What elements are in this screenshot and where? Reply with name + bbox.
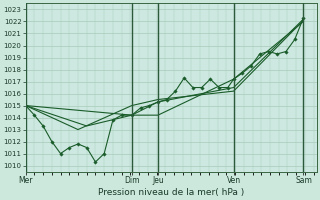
X-axis label: Pression niveau de la mer( hPa ): Pression niveau de la mer( hPa ) [98,188,244,197]
